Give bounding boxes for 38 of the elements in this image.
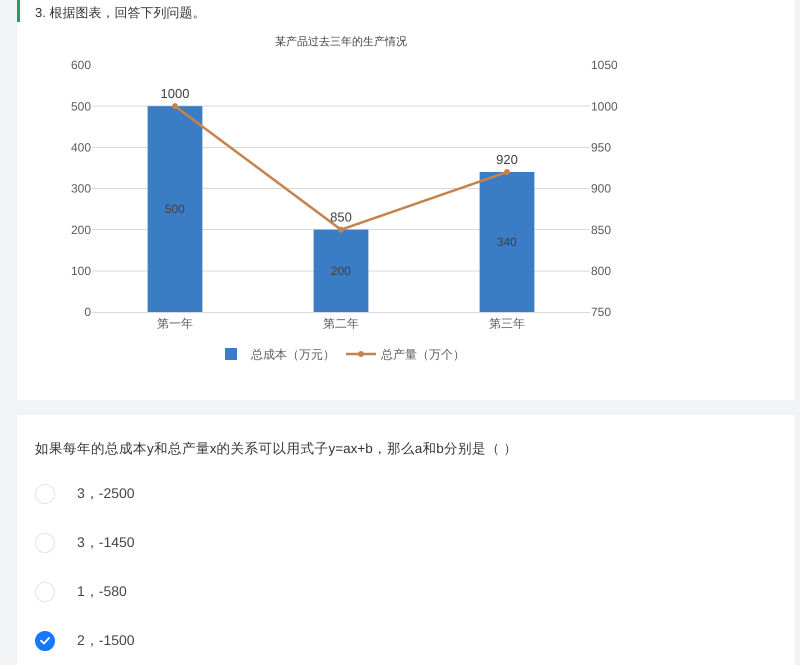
text: 3. 根据图表，回答下列问题。 — [35, 4, 206, 22]
y-tick-label: 200 — [70, 222, 92, 237]
x-tick-label: 第三年 — [489, 316, 525, 330]
y-tick-label: 600 — [70, 58, 92, 72]
y-tick-label: 100 — [70, 264, 92, 278]
y2-tick-label: 1000 — [591, 99, 618, 114]
legend-label: 总成本（万元） — [250, 348, 335, 362]
data-label: 850 — [330, 210, 352, 225]
y2-tick-label: 1050 — [591, 58, 618, 72]
text: 3，-2500 — [77, 485, 135, 503]
legend-label: 总产量（万个） — [380, 348, 465, 362]
bar — [148, 106, 202, 312]
y-tick-label: 400 — [70, 140, 92, 155]
point — [504, 169, 510, 176]
x-tick-label: 第二年 — [323, 316, 359, 330]
y2-tick-label: 750 — [591, 305, 612, 320]
y2-tick-label: 850 — [591, 222, 612, 237]
data-label: 1000 — [160, 86, 190, 102]
y2-tick-label: 800 — [591, 264, 612, 278]
text: 如果每年的总成本y和总产量x的关系可以用式子y=ax+b，那么a和b分别是（ ） — [35, 440, 518, 458]
point — [172, 103, 178, 110]
data-label: 200 — [330, 264, 352, 278]
y-tick-label: 300 — [70, 182, 92, 196]
text: 3，-1450 — [77, 534, 135, 552]
point — [338, 226, 344, 233]
x-tick-label: 第一年 — [157, 316, 193, 330]
y-tick-label: 500 — [70, 99, 92, 114]
chart-title: 某产品过去三年的生产情况 — [275, 34, 407, 48]
bar — [314, 230, 368, 312]
y2-tick-label: 950 — [591, 140, 612, 155]
text: 1，-580 — [77, 583, 127, 601]
y2-tick-label: 900 — [591, 182, 612, 196]
y-tick-label: 0 — [84, 305, 92, 320]
bar — [480, 172, 534, 312]
data-label: 920 — [496, 152, 518, 168]
text: 2，-1500 — [77, 632, 135, 650]
data-label: 500 — [164, 202, 186, 216]
data-label: 340 — [496, 235, 518, 250]
